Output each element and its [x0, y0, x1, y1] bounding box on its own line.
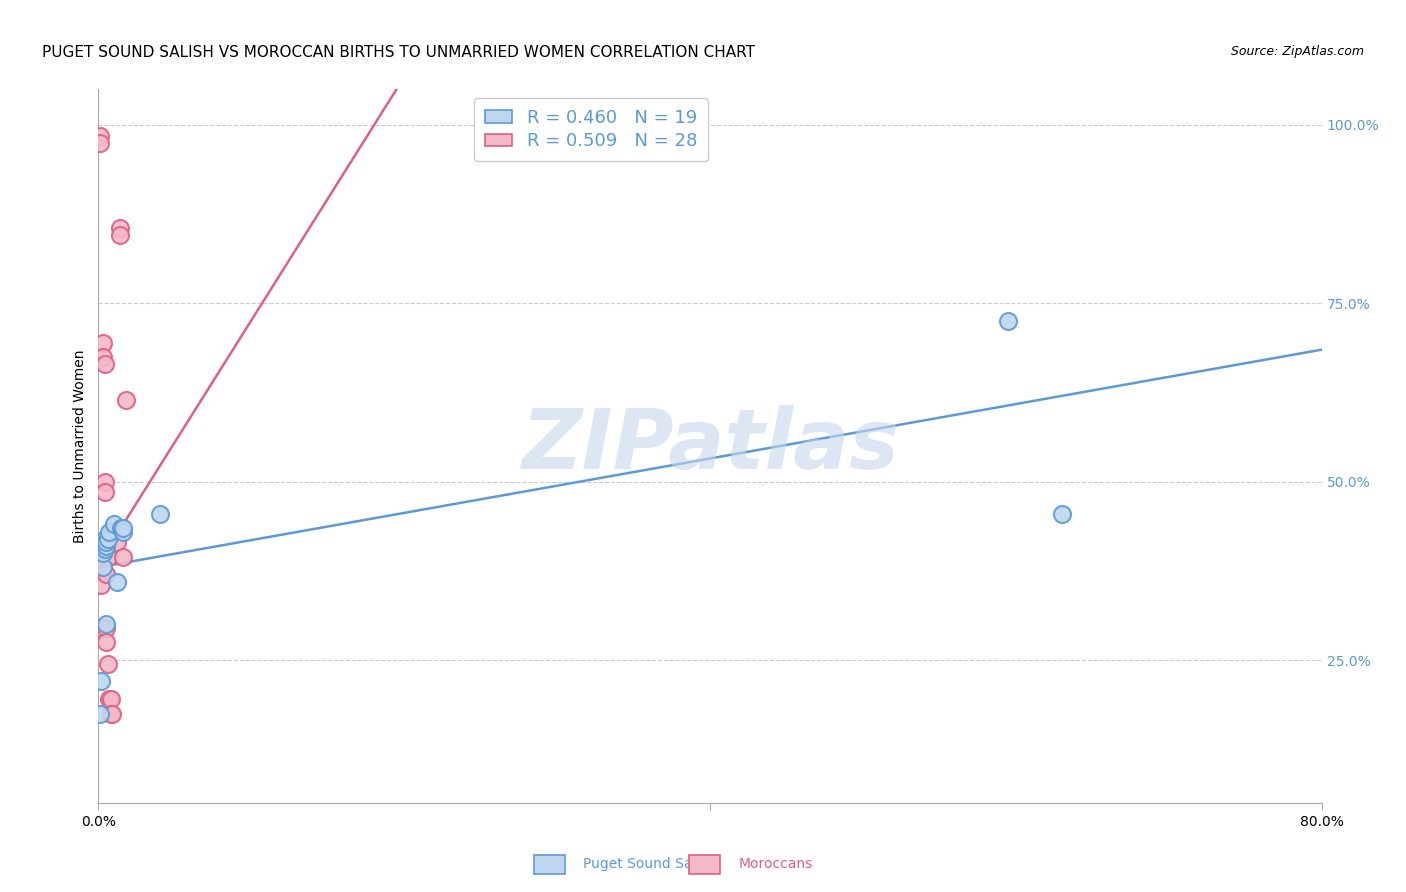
Y-axis label: Births to Unmarried Women: Births to Unmarried Women [73, 350, 87, 542]
Point [149, 507, 172, 521]
Point [997, 314, 1019, 328]
Point [94, 617, 117, 632]
Text: Puget Sound Salish: Puget Sound Salish [583, 857, 717, 871]
Point [98, 524, 121, 539]
Point [94, 539, 117, 553]
Point [93, 532, 115, 546]
Point [108, 221, 131, 235]
Point [89, 535, 111, 549]
Point [101, 706, 124, 721]
Point [91, 560, 114, 574]
Point [110, 521, 132, 535]
Legend: R = 0.460   N = 19, R = 0.509   N = 28: R = 0.460 N = 19, R = 0.509 N = 28 [474, 98, 709, 161]
Point [94, 535, 117, 549]
Point [91, 350, 114, 364]
Point [98, 692, 121, 706]
Point [94, 621, 117, 635]
Point [90, 549, 112, 564]
Point [97, 549, 120, 564]
Point [93, 357, 115, 371]
Point [105, 535, 128, 549]
Point [89, 136, 111, 150]
Point [115, 392, 138, 407]
Point [111, 524, 134, 539]
Text: PUGET SOUND SALISH VS MOROCCAN BIRTHS TO UNMARRIED WOMEN CORRELATION CHART: PUGET SOUND SALISH VS MOROCCAN BIRTHS TO… [42, 45, 755, 60]
Point [93, 542, 115, 557]
Point [100, 692, 122, 706]
Point [105, 574, 128, 589]
Point [103, 517, 125, 532]
Point [91, 546, 114, 560]
Text: Moroccans: Moroccans [738, 857, 813, 871]
Point [93, 485, 115, 500]
Point [1050, 507, 1073, 521]
Point [90, 539, 112, 553]
Point [111, 549, 134, 564]
Point [91, 335, 114, 350]
Point [100, 706, 122, 721]
Point [89, 706, 111, 721]
Point [98, 528, 121, 542]
Point [90, 578, 112, 592]
Point [97, 657, 120, 671]
Point [93, 475, 115, 489]
Point [90, 674, 112, 689]
Point [97, 532, 120, 546]
Point [108, 228, 131, 243]
Point [111, 521, 134, 535]
Text: Source: ZipAtlas.com: Source: ZipAtlas.com [1230, 45, 1364, 58]
Point [90, 621, 112, 635]
Point [94, 635, 117, 649]
Point [89, 128, 111, 143]
Point [94, 567, 117, 582]
Point [89, 549, 111, 564]
Text: ZIPatlas: ZIPatlas [522, 406, 898, 486]
